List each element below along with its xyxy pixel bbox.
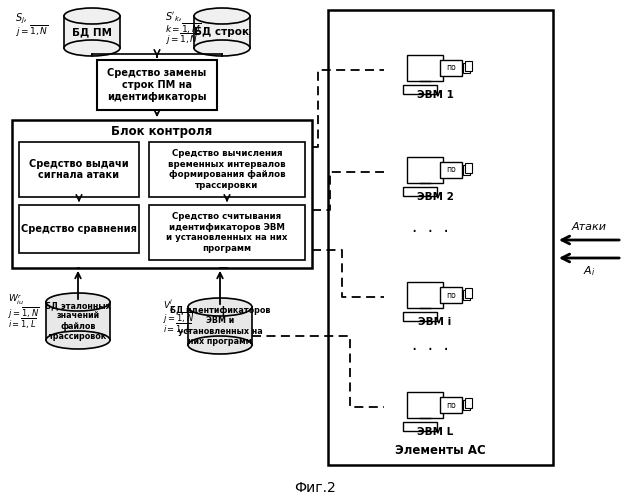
Text: $j=\overline{1,N}$: $j=\overline{1,N}$ [8,306,40,321]
Text: $V^j_i$,: $V^j_i$, [163,298,176,314]
Text: Атаки: Атаки [571,222,607,232]
Bar [463,63,470,73]
Bar [463,400,470,410]
Bar [149,205,305,260]
Text: Средство замены
строк ПМ на
идентификаторы: Средство замены строк ПМ на идентификато… [107,68,207,102]
Text: ЭВМ L: ЭВМ L [417,427,453,437]
Bar [440,397,462,413]
Text: ·  ·  ·: · · · [411,341,449,359]
Bar [465,61,472,71]
Text: Средство считывания
идентификаторов ЭВМ
и установленных на них
программ: Средство считывания идентификаторов ЭВМ … [166,212,288,252]
Ellipse shape [188,298,252,316]
Bar [328,10,553,465]
Bar [463,165,470,175]
Bar [403,85,437,94]
Bar [407,157,443,183]
Text: БД идентификаторов
ЭВМ и
установленных на
них программ: БД идентификаторов ЭВМ и установленных н… [170,306,270,346]
Bar [97,60,217,110]
Bar [19,205,139,253]
Text: по: по [446,400,456,409]
Text: Блок контроля: Блок контроля [112,124,213,138]
Text: $k=\overline{1,M}$: $k=\overline{1,M}$ [165,21,202,36]
Bar [407,392,443,418]
Text: $i=\overline{1,L}$: $i=\overline{1,L}$ [8,316,37,331]
Text: БД эталонных
значений
файлов
трассировок: БД эталонных значений файлов трассировок [45,301,111,341]
Bar [19,142,139,197]
Text: $j=\overline{1,N}$: $j=\overline{1,N}$ [15,24,49,39]
Bar [465,163,472,173]
Text: ЭВМ 2: ЭВМ 2 [416,192,454,202]
Ellipse shape [46,331,110,349]
Text: БД ПМ: БД ПМ [72,27,112,37]
Text: БД строк: БД строк [195,27,249,37]
Bar [465,288,472,298]
Bar [465,398,472,408]
Ellipse shape [188,336,252,354]
Bar [64,16,120,48]
Text: Средство сравнения: Средство сравнения [21,224,137,234]
Text: $A_i$: $A_i$ [583,264,595,278]
Text: $j=\overline{1,N}$: $j=\overline{1,N}$ [163,311,195,326]
Bar [46,302,110,340]
Text: $S'_k$,: $S'_k$, [165,10,182,24]
Text: ·  ·  ·: · · · [411,223,449,241]
Text: ЭВМ 1: ЭВМ 1 [416,90,454,100]
Ellipse shape [46,293,110,311]
Bar [440,162,462,178]
Bar [188,307,252,345]
Bar [407,282,443,308]
Bar [194,16,250,48]
Ellipse shape [194,8,250,24]
Ellipse shape [64,40,120,56]
Bar [440,287,462,303]
Text: $S_j$,: $S_j$, [15,12,27,26]
Text: $i=\overline{1,L}$: $i=\overline{1,L}$ [163,321,192,336]
Bar [403,422,437,431]
Bar [403,187,437,196]
Text: $W^r_{iu}$: $W^r_{iu}$ [8,293,25,307]
Text: Средство вычисления
временных интервалов
формирования файлов
трассировки: Средство вычисления временных интервалов… [168,150,286,190]
Bar [463,290,470,300]
Bar [12,120,312,268]
Text: Фиг.2: Фиг.2 [294,481,336,495]
Ellipse shape [64,8,120,24]
Text: по: по [446,64,456,72]
Ellipse shape [194,40,250,56]
Text: $j=\overline{1,N}$: $j=\overline{1,N}$ [165,32,198,47]
Text: Средство выдачи
сигнала атаки: Средство выдачи сигнала атаки [29,158,129,180]
Bar [403,312,437,321]
Text: по: по [446,166,456,174]
Text: ЭВМ i: ЭВМ i [418,317,452,327]
Bar [407,55,443,81]
Text: Элементы АС: Элементы АС [395,444,486,458]
Bar [440,60,462,76]
Text: по: по [446,290,456,300]
Bar [149,142,305,197]
